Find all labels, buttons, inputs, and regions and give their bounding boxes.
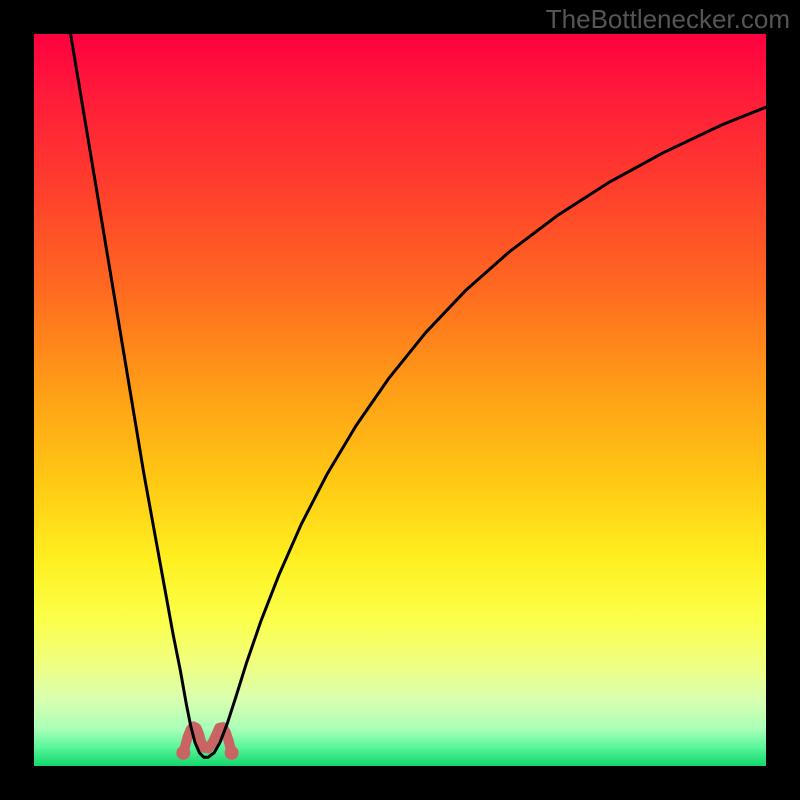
- plot-area: [34, 34, 766, 766]
- chart-curve-layer: [34, 34, 766, 766]
- watermark-text: TheBottlenecker.com: [546, 4, 790, 35]
- bottleneck-marker-right: [225, 746, 239, 760]
- bottleneck-marker-left: [176, 746, 190, 760]
- bottleneck-curve: [71, 34, 766, 757]
